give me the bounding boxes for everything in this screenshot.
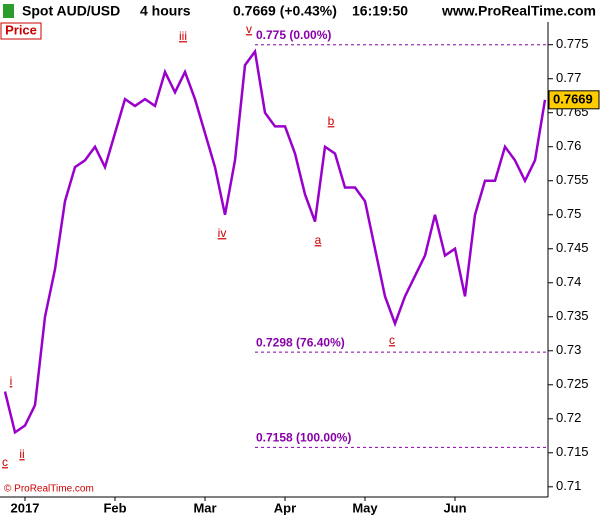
wave-label: iii bbox=[179, 29, 187, 43]
y-tick-label: 0.755 bbox=[556, 172, 589, 187]
y-tick-label: 0.71 bbox=[556, 478, 581, 493]
y-tick-label: 0.745 bbox=[556, 240, 589, 255]
panel-box bbox=[0, 22, 42, 40]
x-tick-label: Jun bbox=[443, 500, 466, 515]
wave-label: i bbox=[10, 374, 13, 388]
wave-label: c bbox=[2, 455, 8, 469]
price-line bbox=[3, 48, 547, 435]
y-tick-label: 0.73 bbox=[556, 342, 581, 357]
wave-label: b bbox=[328, 114, 335, 128]
panel-label: Price bbox=[5, 22, 37, 37]
x-tick-label: May bbox=[352, 500, 378, 515]
fib-label: 0.7298 (76.40%) bbox=[256, 335, 345, 349]
x-tick-label: 2017 bbox=[11, 500, 40, 515]
y-tick-label: 0.76 bbox=[556, 138, 581, 153]
fib-label: 0.7158 (100.00%) bbox=[256, 431, 351, 445]
y-tick-label: 0.735 bbox=[556, 308, 589, 323]
time: 16:19:50 bbox=[352, 3, 408, 19]
wave-label: iv bbox=[218, 226, 227, 240]
site: www.ProRealTime.com bbox=[441, 3, 596, 19]
x-tick-label: Feb bbox=[103, 500, 126, 515]
last-price-box bbox=[548, 90, 600, 110]
fib-label: 0.775 (0.00%) bbox=[256, 28, 331, 42]
logo bbox=[3, 4, 14, 18]
wave-label: c bbox=[389, 333, 395, 347]
wave-label: ii bbox=[19, 447, 24, 461]
wave-label: a bbox=[315, 233, 322, 247]
y-tick-label: 0.715 bbox=[556, 444, 589, 459]
y-tick-label: 0.77 bbox=[556, 70, 581, 85]
wave-label: v bbox=[246, 22, 252, 36]
y-tick-label: 0.775 bbox=[556, 36, 589, 51]
interval: 4 hours bbox=[140, 3, 191, 19]
last-price-label: 0.7669 bbox=[553, 91, 593, 106]
x-tick-label: Mar bbox=[193, 500, 216, 515]
copyright: © ProRealTime.com bbox=[4, 484, 94, 495]
y-tick-label: 0.75 bbox=[556, 206, 581, 221]
chart-title: Spot AUD/USD bbox=[22, 3, 120, 19]
x-tick-label: Apr bbox=[274, 500, 296, 515]
y-tick-label: 0.72 bbox=[556, 410, 581, 425]
y-tick-label: 0.725 bbox=[556, 376, 589, 391]
quote: 0.7669 (+0.43%) bbox=[233, 3, 337, 19]
y-tick-label: 0.74 bbox=[556, 274, 581, 289]
